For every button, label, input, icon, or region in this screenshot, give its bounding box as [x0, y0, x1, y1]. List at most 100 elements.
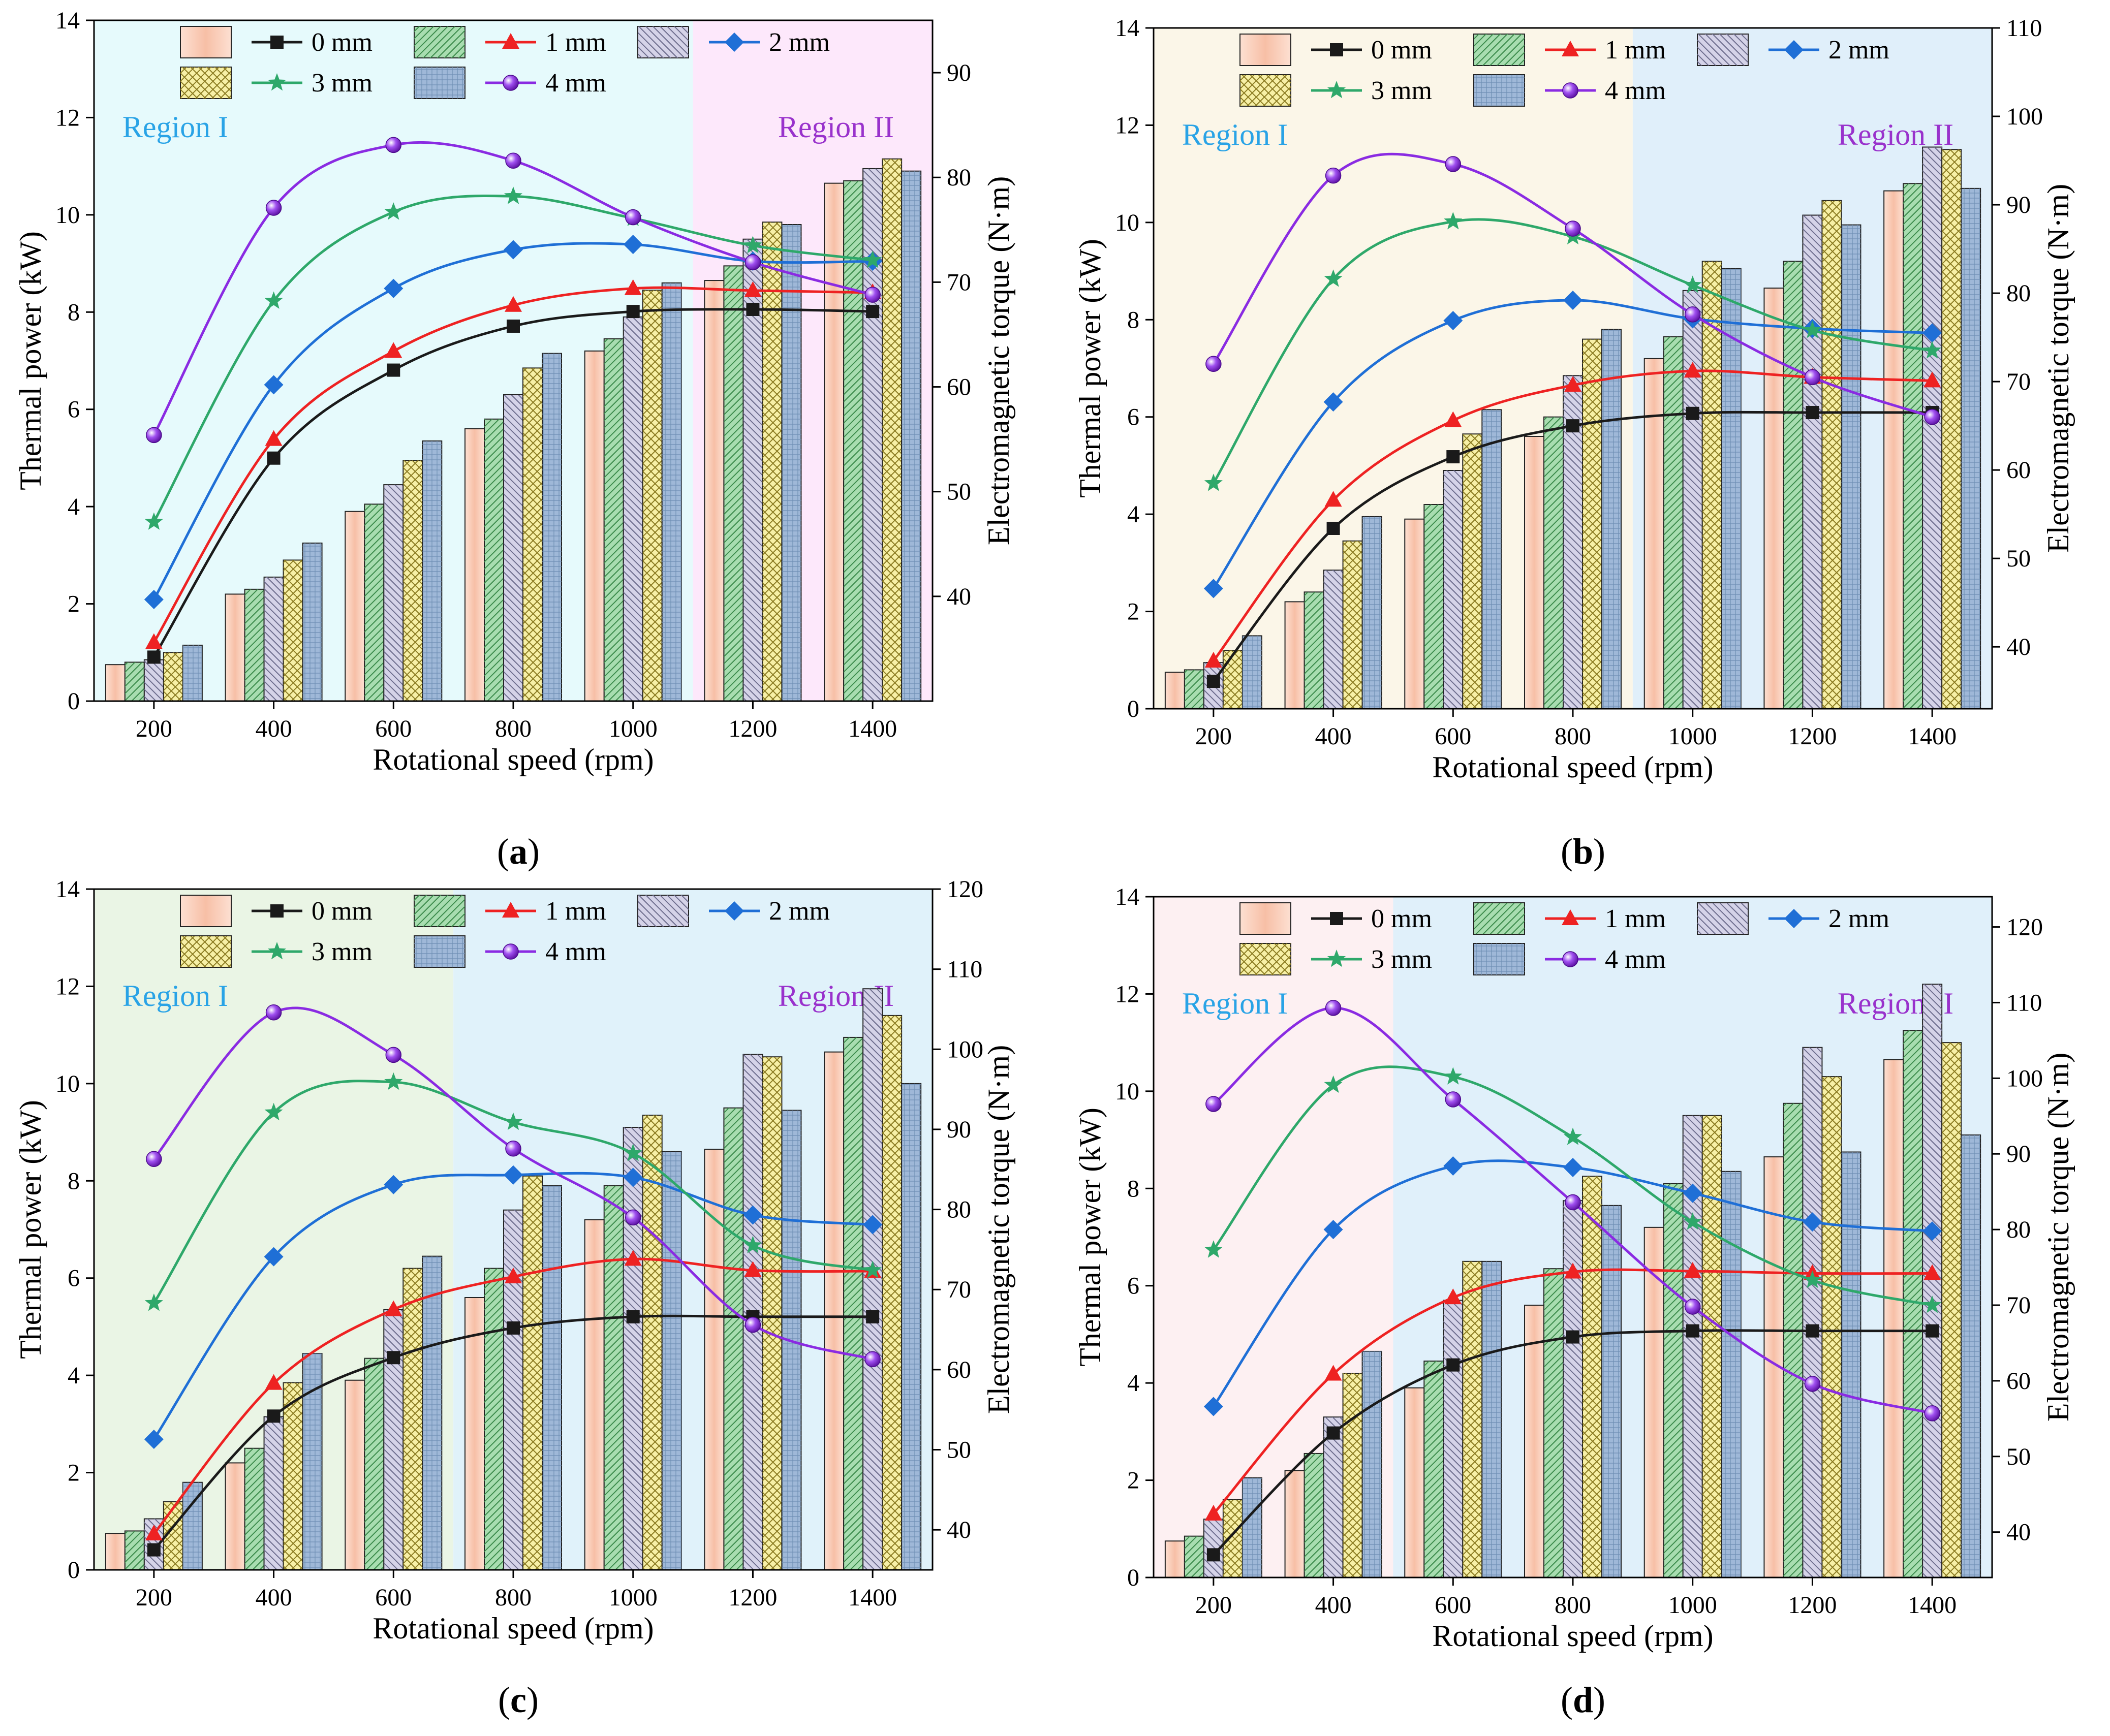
y-right-tick-label: 70	[2006, 368, 2031, 395]
x-tick-label: 1000	[609, 1584, 658, 1611]
bar	[1164, 672, 1185, 709]
bar-hatch	[1803, 215, 1822, 709]
x-tick-label: 200	[136, 1584, 172, 1611]
y-left-tick-label: 14	[1115, 15, 1139, 42]
data-point	[1923, 371, 1941, 388]
legend-marker	[1784, 909, 1804, 928]
x-tick-label: 1000	[1668, 723, 1717, 750]
y-right-axis-label: Electromagnetic torque (N·m)	[2041, 1053, 2075, 1422]
x-tick-label: 600	[1435, 1592, 1471, 1619]
data-point	[1686, 406, 1699, 420]
legend-marker	[503, 943, 519, 960]
data-point	[1565, 220, 1581, 237]
y-left-tick-label: 2	[1127, 598, 1139, 625]
y-right-tick-label: 100	[2006, 103, 2043, 130]
data-point	[1446, 1358, 1460, 1372]
bar	[1524, 1305, 1544, 1578]
legend-bar-hatch	[414, 895, 465, 927]
bar-hatch	[1443, 470, 1463, 709]
data-point	[505, 1268, 522, 1284]
bar	[1284, 601, 1305, 710]
x-tick-label: 400	[1315, 1592, 1352, 1619]
bar-hatch	[1482, 409, 1502, 709]
data-point	[1324, 1075, 1343, 1093]
data-point	[1206, 675, 1220, 688]
bar-hatch	[1602, 329, 1621, 709]
data-point	[1566, 419, 1579, 433]
data-point	[1924, 1405, 1940, 1422]
bar-hatch	[1683, 290, 1702, 709]
x-tick-label: 400	[256, 715, 292, 742]
data-point	[504, 186, 523, 204]
legend-label: 2 mm	[769, 897, 830, 926]
bar	[584, 1219, 605, 1570]
legend-marker	[502, 33, 519, 49]
y-right-tick-label: 40	[2006, 1519, 2031, 1546]
caption-letter: c	[510, 1680, 526, 1720]
data-point	[1204, 474, 1223, 491]
x-tick-label: 1000	[1668, 1592, 1717, 1619]
bar-hatch	[264, 577, 284, 701]
x-tick-label: 800	[1555, 723, 1591, 750]
legend-label: 2 mm	[1828, 36, 1889, 65]
data-point	[1205, 356, 1222, 372]
y-left-tick-label: 4	[1127, 501, 1139, 528]
data-point	[743, 1205, 763, 1225]
y-right-tick-label: 90	[2006, 192, 2031, 218]
y-right-tick-label: 100	[947, 1036, 983, 1063]
bar-hatch	[1223, 650, 1243, 709]
bar-hatch	[1721, 1171, 1741, 1577]
bar-hatch	[542, 353, 562, 701]
x-tick-label: 200	[136, 715, 172, 742]
data-point	[265, 430, 283, 446]
bar-hatch	[902, 171, 921, 701]
bar	[584, 350, 605, 702]
data-point	[507, 1321, 520, 1335]
bar	[704, 280, 725, 702]
y-right-axis-label: Electromagnetic torque (N·m)	[982, 176, 1015, 545]
legend-label: 3 mm	[1371, 945, 1432, 974]
data-point	[265, 1374, 283, 1390]
x-tick-label: 1000	[609, 715, 658, 742]
bar-hatch	[1942, 1043, 1962, 1577]
data-point	[1326, 1426, 1340, 1440]
data-point	[1444, 1288, 1462, 1305]
bar-hatch	[1544, 417, 1563, 709]
legend-marker	[1330, 912, 1343, 925]
data-point	[507, 319, 520, 333]
legend-bar-swatch	[180, 895, 232, 927]
legend-label: 1 mm	[545, 28, 606, 57]
bar	[1763, 288, 1784, 709]
y-right-tick-label: 80	[947, 1196, 971, 1223]
data-point	[1445, 156, 1462, 172]
data-point	[744, 1261, 762, 1277]
legend-bar-hatch	[180, 67, 231, 99]
y-left-tick-label: 4	[68, 1362, 80, 1389]
x-tick-label: 1400	[848, 1584, 897, 1611]
legend-bar-hatch	[1474, 943, 1525, 975]
data-point	[863, 250, 882, 268]
data-point	[145, 633, 163, 649]
bar-hatch	[662, 282, 681, 701]
bar-hatch	[1223, 1499, 1243, 1577]
bar-hatch	[1242, 1477, 1262, 1577]
bar-hatch	[1942, 149, 1962, 709]
data-point	[1924, 408, 1940, 425]
x-tick-label: 1400	[1908, 723, 1957, 750]
y-left-axis-label: Thermal power (kW)	[14, 1100, 47, 1359]
panel-caption: (a)	[497, 831, 540, 872]
bar-hatch	[1841, 1152, 1861, 1577]
panel-caption: (b)	[1561, 831, 1605, 872]
bar-hatch	[244, 589, 264, 701]
x-axis-label: Rotational speed (rpm)	[373, 743, 654, 776]
legend-label: 4 mm	[545, 69, 606, 98]
x-tick-label: 1200	[1788, 723, 1837, 750]
bar-hatch	[1362, 1351, 1382, 1577]
data-point	[1564, 1262, 1581, 1279]
y-left-tick-label: 6	[1127, 404, 1139, 431]
data-point	[864, 1351, 881, 1368]
y-left-axis-label: Thermal power (kW)	[14, 231, 47, 490]
bar-hatch	[264, 1416, 284, 1570]
bar-hatch	[1362, 516, 1382, 709]
